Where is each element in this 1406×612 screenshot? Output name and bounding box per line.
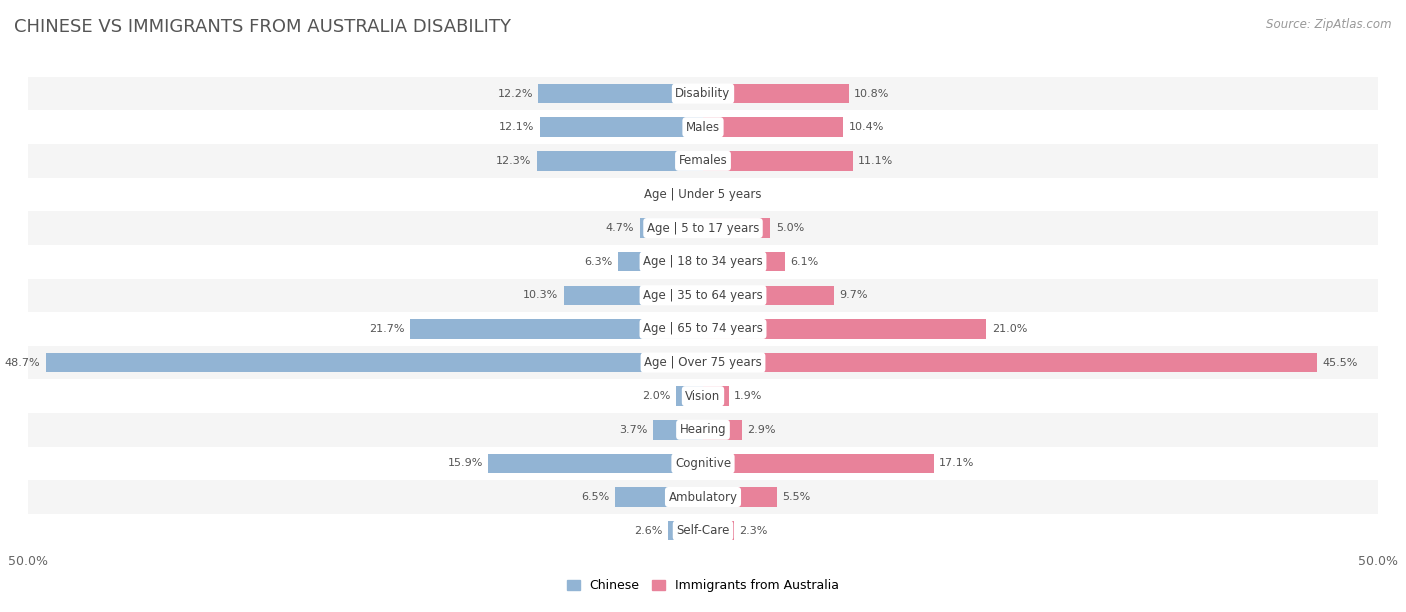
- Text: 1.9%: 1.9%: [734, 391, 762, 401]
- Bar: [28, 480, 1378, 514]
- Bar: [564, 286, 703, 305]
- Text: 11.1%: 11.1%: [858, 156, 893, 166]
- Text: 4.7%: 4.7%: [606, 223, 634, 233]
- Text: 3.7%: 3.7%: [619, 425, 648, 435]
- Text: Females: Females: [679, 154, 727, 167]
- Text: 2.0%: 2.0%: [643, 391, 671, 401]
- Bar: [619, 252, 703, 272]
- Bar: [28, 379, 1378, 413]
- Text: 45.5%: 45.5%: [1323, 357, 1358, 368]
- Bar: [703, 218, 770, 238]
- Bar: [703, 252, 786, 272]
- Legend: Chinese, Immigrants from Australia: Chinese, Immigrants from Australia: [562, 574, 844, 597]
- Text: 5.0%: 5.0%: [776, 223, 804, 233]
- Bar: [703, 521, 734, 540]
- Bar: [28, 346, 1378, 379]
- Text: 21.0%: 21.0%: [991, 324, 1028, 334]
- Text: 17.1%: 17.1%: [939, 458, 974, 468]
- Text: Ambulatory: Ambulatory: [668, 490, 738, 504]
- Bar: [28, 278, 1378, 312]
- Text: Hearing: Hearing: [679, 424, 727, 436]
- Bar: [28, 447, 1378, 480]
- Bar: [28, 177, 1378, 211]
- Bar: [703, 319, 987, 338]
- Bar: [28, 211, 1378, 245]
- Bar: [703, 420, 742, 439]
- Bar: [703, 118, 844, 137]
- Bar: [703, 286, 834, 305]
- Text: Age | 35 to 64 years: Age | 35 to 64 years: [643, 289, 763, 302]
- Text: 10.8%: 10.8%: [855, 89, 890, 99]
- Bar: [28, 76, 1378, 110]
- Text: Age | Under 5 years: Age | Under 5 years: [644, 188, 762, 201]
- Bar: [703, 84, 849, 103]
- Text: Disability: Disability: [675, 87, 731, 100]
- Text: Males: Males: [686, 121, 720, 134]
- Text: CHINESE VS IMMIGRANTS FROM AUSTRALIA DISABILITY: CHINESE VS IMMIGRANTS FROM AUSTRALIA DIS…: [14, 18, 510, 36]
- Bar: [537, 151, 703, 171]
- Text: 5.5%: 5.5%: [783, 492, 811, 502]
- Text: 10.4%: 10.4%: [849, 122, 884, 132]
- Bar: [703, 453, 934, 473]
- Bar: [703, 487, 778, 507]
- Text: Age | 65 to 74 years: Age | 65 to 74 years: [643, 323, 763, 335]
- Text: Age | 5 to 17 years: Age | 5 to 17 years: [647, 222, 759, 234]
- Text: 6.1%: 6.1%: [790, 256, 818, 267]
- Bar: [640, 218, 703, 238]
- Text: Cognitive: Cognitive: [675, 457, 731, 470]
- Bar: [703, 353, 1317, 372]
- Bar: [45, 353, 703, 372]
- Text: 2.3%: 2.3%: [740, 526, 768, 536]
- Bar: [28, 144, 1378, 177]
- Bar: [540, 118, 703, 137]
- Text: 12.1%: 12.1%: [499, 122, 534, 132]
- Bar: [688, 185, 703, 204]
- Text: 48.7%: 48.7%: [4, 357, 41, 368]
- Bar: [703, 151, 853, 171]
- Text: 10.3%: 10.3%: [523, 290, 558, 300]
- Text: Vision: Vision: [685, 390, 721, 403]
- Bar: [703, 386, 728, 406]
- Bar: [703, 185, 720, 204]
- Text: Self-Care: Self-Care: [676, 524, 730, 537]
- Text: Source: ZipAtlas.com: Source: ZipAtlas.com: [1267, 18, 1392, 31]
- Text: 2.6%: 2.6%: [634, 526, 662, 536]
- Bar: [28, 413, 1378, 447]
- Text: 6.5%: 6.5%: [582, 492, 610, 502]
- Text: 12.3%: 12.3%: [496, 156, 531, 166]
- Bar: [616, 487, 703, 507]
- Text: Age | 18 to 34 years: Age | 18 to 34 years: [643, 255, 763, 268]
- Bar: [488, 453, 703, 473]
- Text: Age | Over 75 years: Age | Over 75 years: [644, 356, 762, 369]
- Text: 6.3%: 6.3%: [585, 256, 613, 267]
- Bar: [668, 521, 703, 540]
- Bar: [28, 245, 1378, 278]
- Bar: [28, 514, 1378, 548]
- Text: 9.7%: 9.7%: [839, 290, 868, 300]
- Bar: [538, 84, 703, 103]
- Bar: [411, 319, 703, 338]
- Bar: [28, 110, 1378, 144]
- Bar: [676, 386, 703, 406]
- Bar: [652, 420, 703, 439]
- Text: 2.9%: 2.9%: [748, 425, 776, 435]
- Text: 15.9%: 15.9%: [447, 458, 484, 468]
- Text: 21.7%: 21.7%: [370, 324, 405, 334]
- Text: 1.2%: 1.2%: [724, 190, 754, 200]
- Text: 1.1%: 1.1%: [655, 190, 683, 200]
- Bar: [28, 312, 1378, 346]
- Text: 12.2%: 12.2%: [498, 89, 533, 99]
